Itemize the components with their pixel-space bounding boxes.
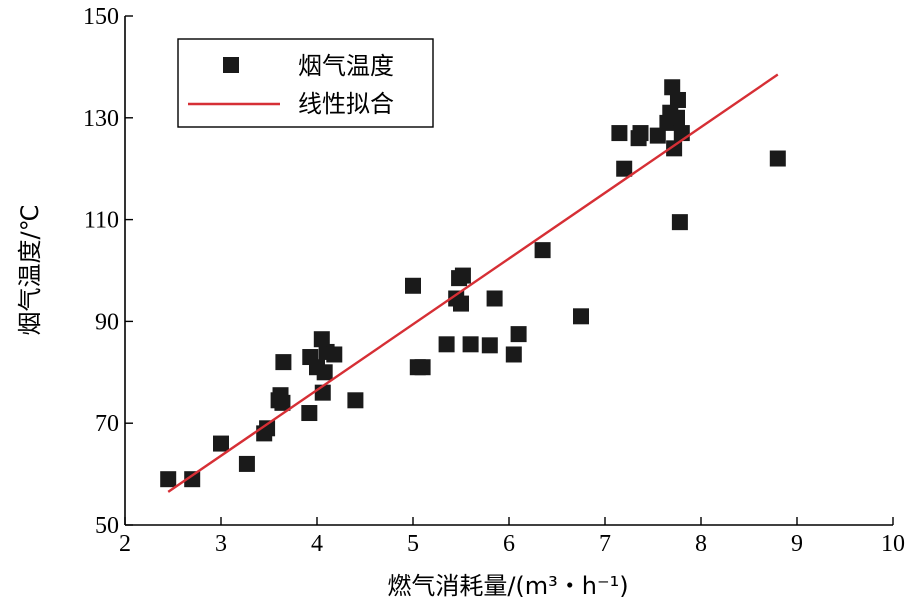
scatter-point (438, 336, 455, 353)
y-tick-label: 150 (83, 4, 119, 30)
scatter-point (649, 127, 666, 144)
scatter-point (616, 160, 633, 177)
x-axis-title: 燃气消耗量/(m³・h⁻¹) (387, 572, 628, 600)
scatter-point (313, 331, 330, 348)
scatter-point (462, 336, 479, 353)
scatter-point (405, 277, 421, 294)
scatter-point (454, 267, 471, 284)
x-tick-label: 8 (695, 531, 707, 557)
x-tick-label: 7 (599, 531, 611, 557)
legend: 烟气温度 线性拟合 (177, 38, 434, 128)
scatter-point (274, 394, 291, 411)
scatter-point (669, 91, 686, 108)
legend-box (177, 38, 434, 128)
scatter-point (673, 125, 690, 142)
scatter-point (632, 125, 649, 142)
y-tick-label: 70 (95, 411, 119, 437)
x-tick-label: 6 (503, 531, 515, 557)
x-tick-label: 5 (407, 531, 419, 557)
scatter-point (184, 471, 201, 488)
plot-area (160, 73, 786, 493)
x-tick-label: 2 (119, 531, 131, 557)
y-axis-title: 烟气温度/℃ (16, 204, 44, 335)
scatter-point (666, 140, 683, 157)
scatter-point (611, 125, 628, 142)
legend-marker-scatter (223, 57, 239, 73)
scatter-point (453, 295, 469, 312)
scatter-point (664, 79, 681, 96)
scatter-point (213, 435, 229, 452)
scatter-point (486, 290, 503, 307)
scatter-point (316, 364, 333, 381)
scatter-point (326, 346, 343, 363)
x-tick-label: 3 (215, 531, 227, 557)
fit-line (167, 73, 779, 493)
y-tick-label: 50 (95, 513, 119, 539)
scatter-point (160, 471, 177, 488)
x-tick-label: 4 (311, 531, 323, 557)
scatter-point (238, 455, 255, 472)
scatter-point (669, 109, 685, 126)
scatter-point (769, 150, 786, 167)
scatter-point (573, 308, 589, 325)
scatter-point (347, 392, 364, 409)
scatter-point (510, 326, 527, 343)
scatter-point (505, 346, 522, 363)
y-tick-label: 130 (83, 106, 119, 132)
legend-label-scatter: 烟气温度 (298, 52, 394, 80)
scatter-point (259, 420, 276, 437)
y-tick-label: 90 (95, 309, 119, 335)
scatter-point (301, 405, 318, 422)
legend-label-line: 线性拟合 (298, 90, 394, 118)
ticks: 2 3 4 5 6 7 8 9 10 50 70 90 110 130 150 (83, 4, 905, 557)
scatter-point (671, 214, 688, 231)
scatter-point (534, 242, 551, 259)
y-tick-label: 110 (84, 208, 119, 234)
scatter-point (414, 359, 431, 376)
x-tick-label: 10 (881, 531, 905, 557)
scatter-point (481, 337, 498, 354)
x-tick-label: 9 (791, 531, 803, 557)
scatter-point (275, 354, 292, 371)
